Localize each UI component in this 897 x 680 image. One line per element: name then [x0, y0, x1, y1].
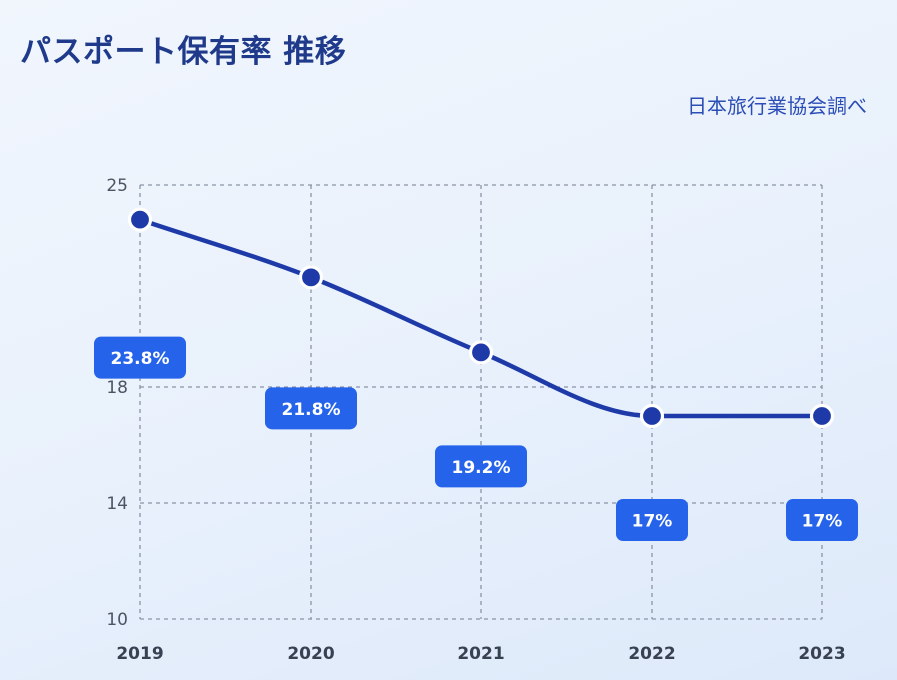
y-axis-ticks: 10 14 18 25 [106, 176, 128, 630]
svg-text:19.2%: 19.2% [452, 458, 511, 478]
y-tick-label: 25 [106, 176, 128, 196]
x-tick-label: 2019 [116, 644, 163, 664]
data-point [468, 340, 494, 365]
grid [139, 184, 823, 620]
data-label: 21.8% [265, 387, 357, 430]
data-label: 23.8% [94, 336, 186, 379]
chart-title: パスポート保有率 推移 [20, 34, 347, 70]
y-tick-label: 18 [106, 378, 128, 398]
source-note: 日本旅行業協会調べ [687, 94, 867, 118]
svg-text:23.8%: 23.8% [111, 349, 170, 369]
data-label: 19.2% [435, 445, 527, 488]
x-axis-labels: 2019 2020 2021 2022 2023 [116, 644, 845, 664]
data-point [639, 403, 665, 429]
x-tick-label: 2022 [628, 644, 675, 664]
series-points [127, 207, 835, 429]
svg-text:17%: 17% [802, 512, 843, 532]
data-labels: 23.8% 21.8% 19.2% 17% 17% [94, 336, 858, 541]
data-point [127, 207, 153, 232]
y-tick-label: 10 [106, 610, 128, 630]
y-tick-label: 14 [106, 494, 128, 514]
data-point [298, 265, 324, 290]
svg-text:17%: 17% [632, 512, 673, 532]
x-tick-label: 2020 [287, 644, 334, 664]
data-point [809, 403, 835, 429]
data-label: 17% [786, 499, 858, 541]
svg-text:21.8%: 21.8% [282, 400, 341, 420]
x-tick-label: 2023 [798, 644, 845, 664]
x-tick-label: 2021 [457, 644, 504, 664]
data-label: 17% [616, 499, 688, 541]
